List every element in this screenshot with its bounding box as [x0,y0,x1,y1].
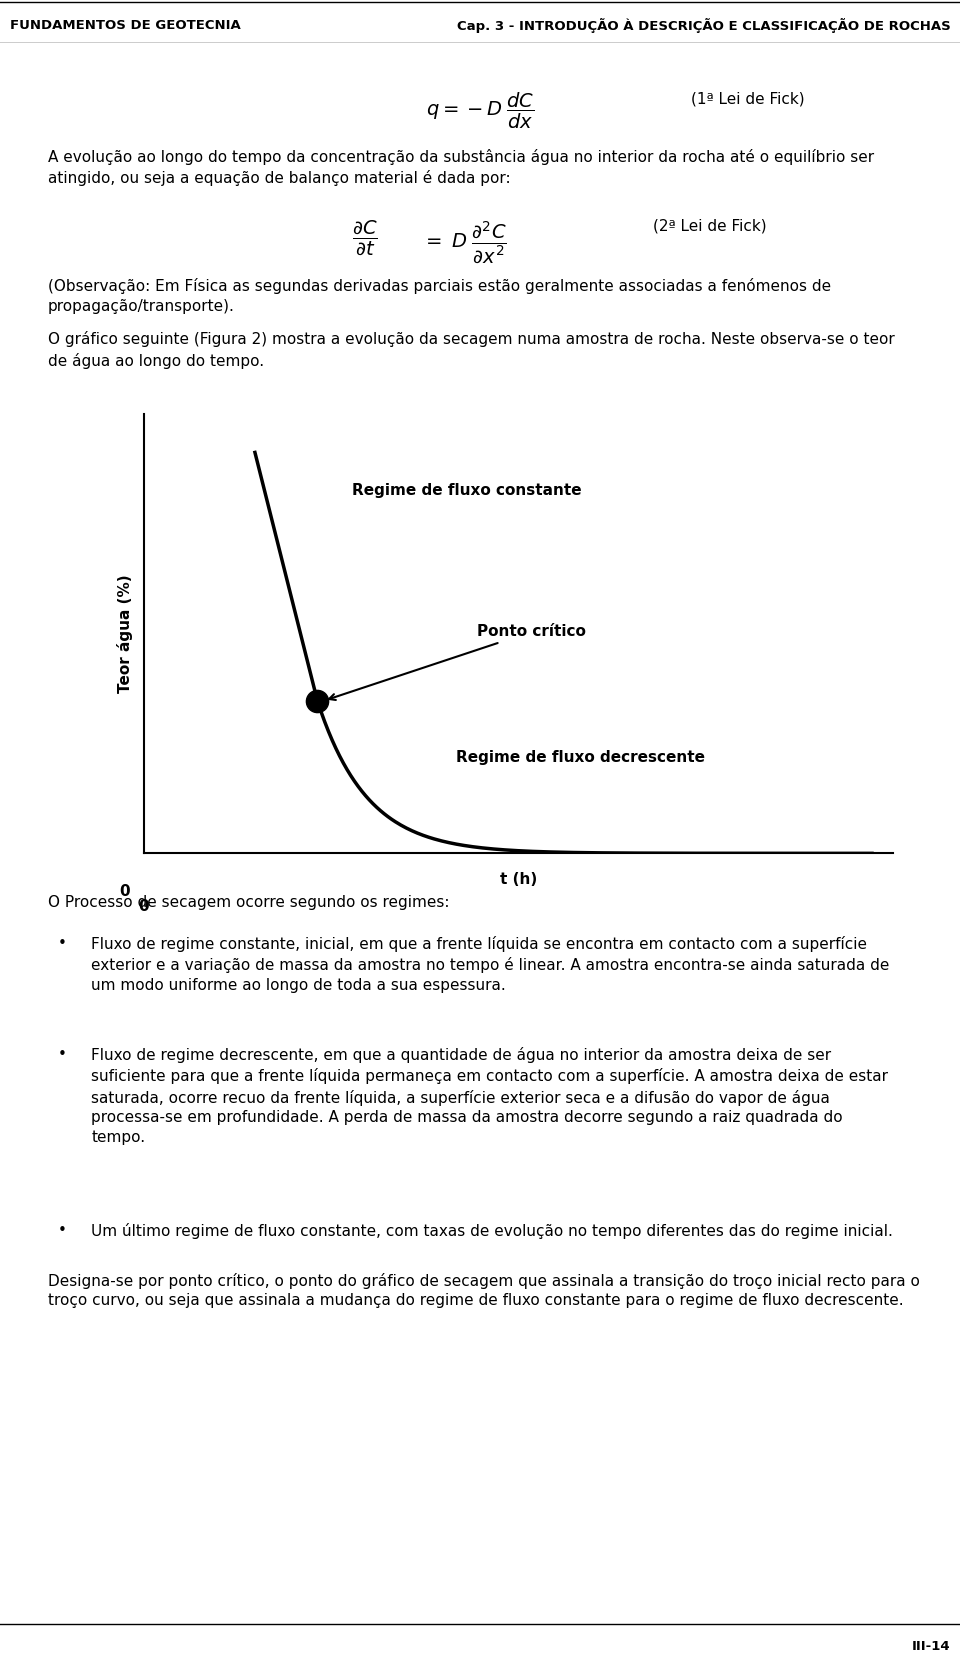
Text: Um último regime de fluxo constante, com taxas de evolução no tempo diferentes d: Um último regime de fluxo constante, com… [91,1223,893,1239]
Text: •: • [58,936,67,951]
Text: FUNDAMENTOS DE GEOTECNIA: FUNDAMENTOS DE GEOTECNIA [10,20,240,33]
Text: $q = -D\;\dfrac{dC}{dx}$: $q = -D\;\dfrac{dC}{dx}$ [425,91,535,131]
Text: O Processo de secagem ocorre segundo os regimes:: O Processo de secagem ocorre segundo os … [48,895,449,910]
Text: Regime de fluxo constante: Regime de fluxo constante [352,484,582,499]
Text: 0: 0 [119,883,131,898]
Y-axis label: Teor água (%): Teor água (%) [117,575,132,693]
Text: (1ª Lei de Fick): (1ª Lei de Fick) [691,91,804,106]
Text: •: • [58,1047,67,1062]
Text: $= \;D\;\dfrac{\partial^2 C}{\partial x^2}$: $= \;D\;\dfrac{\partial^2 C}{\partial x^… [422,219,507,265]
Text: Fluxo de regime constante, inicial, em que a frente líquida se encontra em conta: Fluxo de regime constante, inicial, em q… [91,936,890,993]
Text: O gráfico seguinte (Figura 2) mostra a evolução da secagem numa amostra de rocha: O gráfico seguinte (Figura 2) mostra a e… [48,331,895,368]
Text: •: • [58,1223,67,1238]
Text: t (h): t (h) [500,872,537,886]
Text: Ponto crítico: Ponto crítico [329,625,586,699]
Text: (Observação: Em Física as segundas derivadas parciais estão geralmente associada: (Observação: Em Física as segundas deriv… [48,278,831,315]
Text: Regime de fluxo decrescente: Regime de fluxo decrescente [456,751,705,766]
Text: (2ª Lei de Fick): (2ª Lei de Fick) [653,219,766,234]
Text: Cap. 3 - INTRODUÇÃO À DESCRIÇÃO E CLASSIFICAÇÃO DE ROCHAS: Cap. 3 - INTRODUÇÃO À DESCRIÇÃO E CLASSI… [457,18,950,33]
Text: 0: 0 [138,900,150,915]
Text: III-14: III-14 [912,1639,950,1652]
Text: A evolução ao longo do tempo da concentração da substância água no interior da r: A evolução ao longo do tempo da concentr… [48,149,875,186]
Text: $\dfrac{\partial C}{\partial t}$: $\dfrac{\partial C}{\partial t}$ [352,219,377,257]
Text: Fluxo de regime decrescente, em que a quantidade de água no interior da amostra : Fluxo de regime decrescente, em que a qu… [91,1047,888,1145]
Text: Designa-se por ponto crítico, o ponto do gráfico de secagem que assinala a trans: Designa-se por ponto crítico, o ponto do… [48,1273,920,1309]
